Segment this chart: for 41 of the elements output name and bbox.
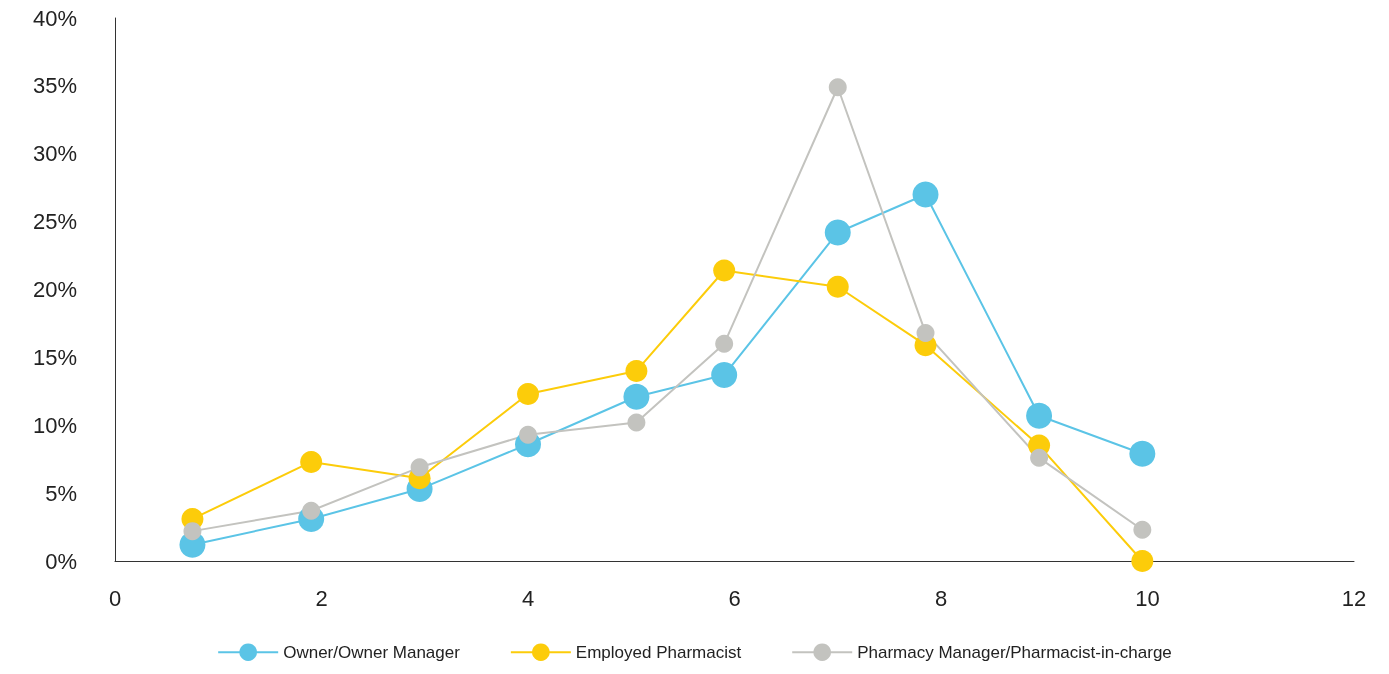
point bbox=[1133, 520, 1152, 539]
point bbox=[300, 450, 323, 473]
point bbox=[625, 359, 648, 382]
point bbox=[912, 181, 939, 208]
x-tick-label: 10 bbox=[1135, 585, 1160, 611]
point bbox=[410, 458, 429, 477]
x-tick-label: 2 bbox=[315, 585, 328, 611]
point bbox=[1030, 448, 1049, 467]
y-tick-label: 10% bbox=[32, 412, 77, 438]
y-tick-label: 25% bbox=[32, 209, 77, 235]
point bbox=[623, 383, 650, 410]
legend-label: Pharmacy Manager/Pharmacist-in-charge bbox=[857, 642, 1172, 662]
point bbox=[826, 275, 849, 298]
point bbox=[828, 78, 847, 97]
point bbox=[1131, 550, 1154, 572]
point bbox=[916, 323, 935, 342]
y-tick-label: 40% bbox=[32, 5, 77, 31]
point bbox=[715, 334, 734, 353]
y-tick-label: 0% bbox=[45, 548, 77, 574]
point bbox=[519, 425, 537, 444]
point bbox=[627, 413, 646, 432]
y-tick-label: 5% bbox=[45, 480, 77, 506]
y-tick-label: 30% bbox=[32, 141, 77, 167]
y-tick-label: 35% bbox=[32, 73, 77, 99]
point bbox=[713, 259, 736, 282]
point bbox=[711, 362, 738, 389]
point bbox=[517, 383, 539, 406]
point bbox=[1129, 440, 1156, 467]
x-tick-label: 0 bbox=[108, 585, 122, 611]
x-tick-label: 4 bbox=[521, 585, 535, 611]
x-tick-label: 8 bbox=[934, 585, 948, 611]
x-tick-label: 6 bbox=[728, 585, 741, 611]
x-tick-label: 12 bbox=[1341, 585, 1367, 611]
point bbox=[824, 219, 851, 246]
point bbox=[302, 501, 321, 520]
legend-label: Owner/Owner Manager bbox=[283, 642, 461, 662]
y-tick-label: 20% bbox=[32, 277, 77, 302]
legend-label: Employed Pharmacist bbox=[575, 642, 742, 662]
point bbox=[1026, 402, 1053, 429]
y-tick-label: 15% bbox=[32, 344, 77, 370]
point bbox=[183, 522, 202, 541]
